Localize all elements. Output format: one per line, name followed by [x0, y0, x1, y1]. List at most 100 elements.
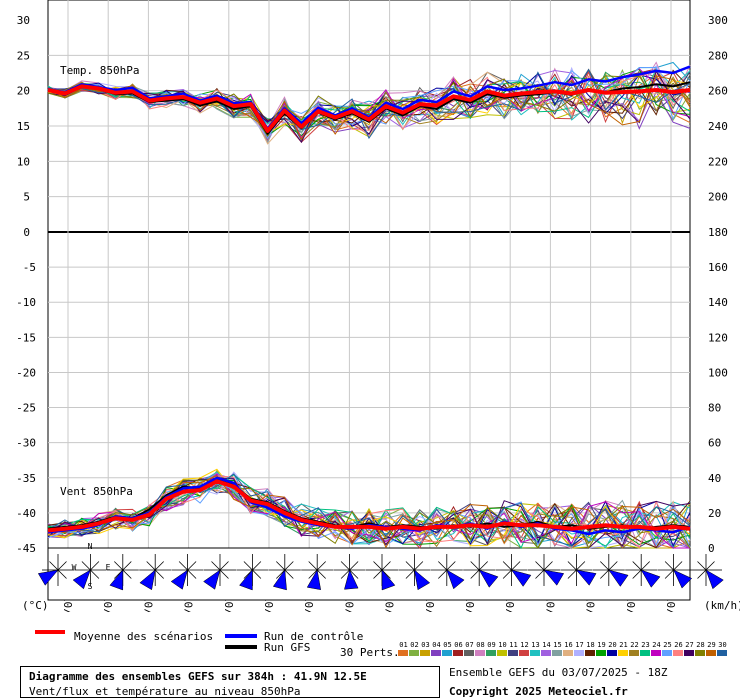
rose-spoke [211, 561, 221, 571]
rose-spoke [146, 561, 156, 571]
perturbation-id: 30 [718, 641, 727, 649]
perturbation-swatch [464, 650, 474, 656]
rose-spoke [567, 569, 577, 579]
wind-rose [398, 554, 431, 591]
wind-rose [560, 554, 597, 586]
wind-tick-left: -35 [16, 472, 36, 485]
temp-tick-left: 10 [17, 155, 30, 168]
temp-mean-line [47, 84, 691, 133]
perturbation-swatch [574, 650, 584, 656]
perturbation-id: 22 [630, 641, 639, 649]
rose-spoke [600, 569, 610, 579]
wind-direction-wedge [37, 569, 59, 586]
wind-direction-wedge [575, 569, 597, 586]
perturbation-id: 28 [696, 641, 705, 649]
wind-direction-wedge [478, 569, 499, 588]
rose-spoke [219, 569, 229, 579]
wind-direction-wedge [673, 569, 693, 589]
wind-rose [236, 554, 269, 591]
gfs-legend-swatch [225, 645, 257, 649]
rose-spoke [57, 569, 67, 579]
perturbation-id: 26 [674, 641, 683, 649]
perturbation-swatch [717, 650, 727, 656]
rose-spoke [122, 561, 132, 571]
rose-spoke [90, 561, 100, 571]
perturbation-id: 03 [421, 641, 430, 649]
rose-spoke [697, 561, 707, 571]
wind-perturbation-line [47, 475, 691, 549]
temp-panel-label: Temp. 850hPa [60, 64, 139, 77]
perturbation-id: 25 [663, 641, 672, 649]
temp-perturbation-line [47, 80, 691, 138]
wind-rose [301, 554, 334, 591]
perturbation-id: 09 [487, 641, 496, 649]
wind-rose [72, 554, 107, 590]
rose-spoke [535, 569, 545, 579]
perturbation-swatch [563, 650, 573, 656]
perts-label: 30 Perts. [340, 646, 400, 659]
wind-direction-wedge [306, 569, 322, 591]
perturbation-swatch [640, 650, 650, 656]
wind-tick-left: -45 [16, 542, 36, 555]
perturbation-swatch [530, 650, 540, 656]
rose-spoke [697, 569, 707, 579]
temp-tick-right: 240 [708, 120, 728, 133]
rose-spoke [349, 569, 359, 579]
wind-rose [366, 554, 398, 591]
mean-legend-label: Moyenne des scénarios [74, 630, 214, 643]
wind-direction-wedge [272, 569, 287, 591]
perturbation-id: 20 [608, 641, 617, 649]
wind-direction-wedge [543, 569, 565, 586]
rose-spoke [243, 561, 253, 571]
rose-spoke [154, 561, 164, 571]
wind-rose [657, 554, 693, 589]
temp-tick-right: 280 [708, 49, 728, 62]
rose-spoke [340, 561, 350, 571]
wind-tick-right: 20 [708, 507, 721, 520]
wind-perturbation-line [47, 479, 691, 549]
rose-spoke [349, 561, 359, 571]
rose-spoke [664, 561, 674, 571]
perturbation-id: 24 [652, 641, 661, 649]
perturbation-swatch [420, 650, 430, 656]
perturbation-swatch [585, 650, 595, 656]
rose-spoke [478, 561, 488, 571]
unit-right: (km/h) [704, 599, 740, 612]
perturbation-swatch [618, 650, 628, 656]
rose-spoke [543, 561, 553, 571]
rose-spoke [276, 561, 286, 571]
compass-e: E [106, 563, 111, 572]
perturbation-swatch [431, 650, 441, 656]
ensemble-info: Ensemble GEFS du 03/07/2025 - 18Z [449, 666, 668, 679]
rose-spoke [284, 569, 294, 579]
rose-spoke [252, 569, 262, 579]
wind-tick-right: 120 [708, 331, 728, 344]
copyright: Copyright 2025 Meteociel.fr [449, 685, 628, 698]
rose-spoke [438, 569, 448, 579]
temp-tick-left: 0 [23, 226, 30, 239]
rose-spoke [49, 561, 59, 571]
perturbation-id: 13 [531, 641, 540, 649]
rose-spoke [502, 569, 512, 579]
wind-tick-right: 80 [708, 402, 721, 415]
rose-spoke [511, 561, 521, 571]
wind-tick-right: 0 [708, 542, 715, 555]
rose-spoke [438, 561, 448, 571]
wind-tick-left: -15 [16, 331, 36, 344]
rose-spoke [81, 561, 91, 571]
gfs-legend-label: Run GFS [264, 641, 311, 654]
perturbation-id: 01 [399, 641, 408, 649]
compass-w: W [72, 563, 77, 572]
wind-tick-left: -30 [16, 437, 36, 450]
wind-direction-wedge [608, 569, 629, 587]
wind-direction-wedge [203, 569, 221, 590]
perturbation-swatch [409, 650, 419, 656]
wind-rose [139, 554, 172, 591]
wind-panel-frame [47, 231, 691, 549]
control-legend-swatch [225, 634, 257, 638]
wind-rose [106, 554, 139, 591]
perturbation-swatch [552, 650, 562, 656]
chart-subtitle: Vent/flux et température au niveau 850hP… [29, 685, 301, 698]
rose-spoke [178, 561, 188, 571]
